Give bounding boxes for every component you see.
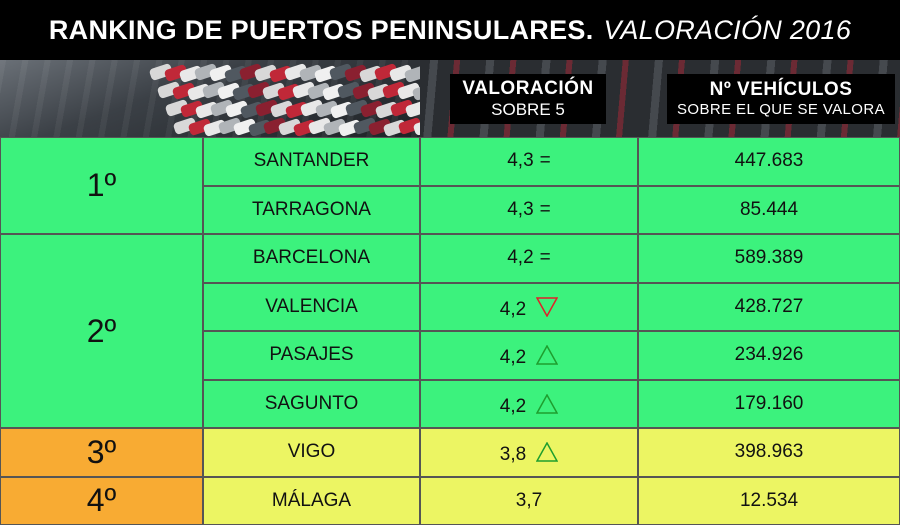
port-name: VALENCIA	[265, 295, 358, 317]
vehiculos-cell: 179.160	[638, 379, 900, 428]
port-name: MÁLAGA	[271, 489, 352, 511]
vehiculos-cell: 234.926	[638, 331, 900, 380]
port-cell: MÁLAGA	[203, 476, 420, 525]
vehiculos-value: 179.160	[734, 392, 804, 414]
rank-cell: 3º	[0, 428, 203, 477]
vehiculos-value: 12.534	[739, 489, 799, 511]
trend-down-icon	[536, 297, 559, 317]
vehiculos-value: 447.683	[734, 150, 804, 172]
valoracion-cell: 4,2	[420, 379, 638, 428]
valoracion-value: 4,2	[499, 347, 527, 369]
valoracion-value: 3,8	[499, 444, 527, 466]
valoracion-cell: 4,2	[420, 282, 638, 331]
header-background: VALORACIÓN SOBRE 5 Nº VEHÍCULOS SOBRE EL…	[420, 60, 900, 137]
port-name: VIGO	[287, 441, 336, 463]
vehiculos-cell: 589.389	[638, 234, 900, 283]
rank-label: 1º	[86, 167, 117, 203]
trend-equal: =	[539, 198, 551, 220]
port-cell: SANTANDER	[203, 137, 420, 186]
valoracion-value: 4,2	[507, 247, 534, 269]
vehiculos-cell: 428.727	[638, 282, 900, 331]
valoracion-cell: 4,3 =	[420, 185, 638, 234]
ranking-table: 1º 2º 3º 4º SANTANDER 4,3 = 447.683 TARRAGONA 4,3…	[0, 137, 900, 525]
port-name: SAGUNTO	[264, 392, 359, 414]
vehiculos-value: 234.926	[734, 344, 804, 366]
port-cell: PASAJES	[203, 331, 420, 380]
valoracion-cell: 3,8	[420, 428, 638, 477]
vehiculos-value: 428.727	[734, 295, 804, 317]
chart-title: RANKING DE PUERTOS PENINSULARES. VALORAC…	[0, 0, 900, 60]
header-valoracion-line2: SOBRE 5	[491, 100, 565, 120]
rank-label: 2º	[86, 312, 117, 349]
vehiculos-cell: 12.534	[638, 476, 900, 525]
rank-cell: 4º	[0, 476, 203, 525]
trend-up-icon	[536, 393, 559, 414]
rank-cell: 1º	[0, 137, 203, 234]
valoracion-value: 4,3	[507, 150, 534, 172]
trend-up-icon	[536, 442, 559, 462]
rank-label: 3º	[86, 433, 117, 470]
valoracion-value: 4,3	[507, 198, 534, 220]
valoracion-cell: 4,2 =	[420, 234, 638, 283]
vehiculos-cell: 398.963	[638, 428, 900, 477]
trend-equal: =	[539, 247, 551, 269]
port-cell: SAGUNTO	[203, 379, 420, 428]
port-name: BARCELONA	[252, 247, 371, 269]
header-vehiculos: Nº VEHÍCULOS SOBRE EL QUE SE VALORA	[667, 74, 895, 124]
title-sub: VALORACIÓN 2016	[603, 14, 852, 45]
port-name: PASAJES	[269, 344, 354, 366]
valoracion-value: 3,7	[515, 489, 543, 511]
vehiculos-value: 589.389	[734, 247, 804, 269]
header-valoracion: VALORACIÓN SOBRE 5	[450, 74, 606, 124]
rank-cell: 2º	[0, 234, 203, 428]
port-cell: TARRAGONA	[203, 185, 420, 234]
port-name: TARRAGONA	[252, 198, 371, 220]
header-vehiculos-line2: SOBRE EL QUE SE VALORA	[676, 101, 886, 119]
vehiculos-cell: 85.444	[638, 185, 900, 234]
parking-lot-photo	[0, 60, 420, 137]
vehiculos-value: 85.444	[739, 198, 799, 220]
valoracion-cell: 4,2	[420, 331, 638, 380]
valoracion-cell: 4,3 =	[420, 137, 638, 186]
trend-equal: =	[539, 150, 551, 172]
valoracion-value: 4,2	[499, 395, 527, 417]
header-vehiculos-line1: Nº VEHÍCULOS	[709, 79, 853, 101]
header-valoracion-line1: VALORACIÓN	[462, 78, 594, 100]
valoracion-cell: 3,7	[420, 476, 638, 525]
rank-label: 4º	[86, 482, 117, 519]
port-cell: BARCELONA	[203, 234, 420, 283]
valoracion-value: 4,2	[499, 298, 527, 320]
port-cell: VALENCIA	[203, 282, 420, 331]
port-cell: VIGO	[203, 428, 420, 477]
vehiculos-value: 398.963	[734, 441, 804, 463]
title-main: RANKING DE PUERTOS PENINSULARES.	[48, 14, 594, 45]
vehiculos-cell: 447.683	[638, 137, 900, 186]
port-name: SANTANDER	[253, 150, 370, 172]
trend-up-icon	[536, 345, 559, 365]
